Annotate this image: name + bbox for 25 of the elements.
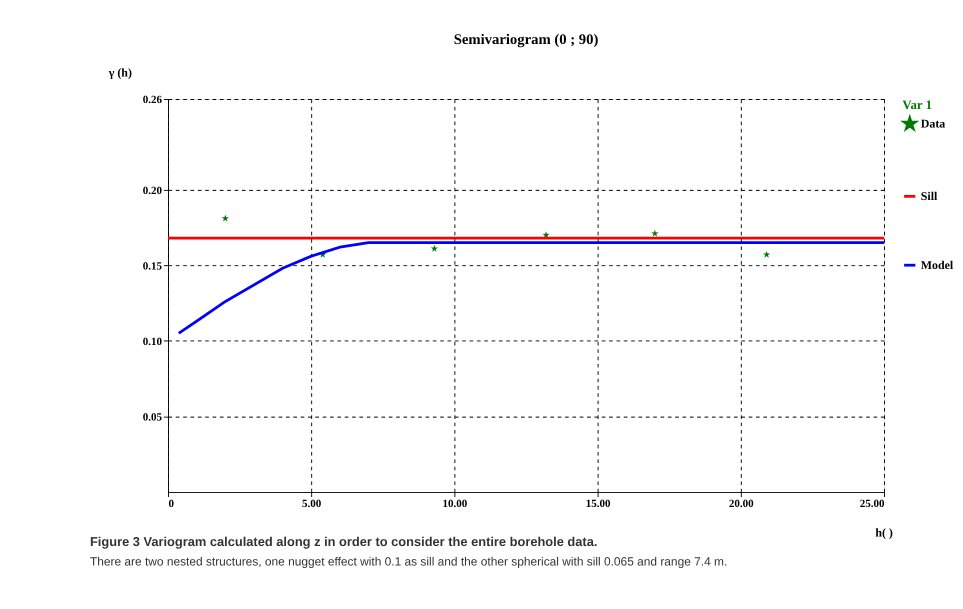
x-tick-label: 25.00 (860, 498, 886, 510)
y-tick-label: 0.26 (142, 94, 163, 106)
legend-label: Model (920, 258, 954, 272)
chart-title: Semivariogram (0 ; 90) (454, 32, 598, 48)
x-tick-label: 0 (168, 498, 174, 510)
y-tick-label: 0.15 (142, 260, 163, 272)
y-tick-label: 0.10 (142, 336, 163, 348)
y-tick-label: 0.20 (142, 184, 163, 197)
x-tick-label: 5.00 (302, 498, 322, 510)
point (222, 214, 229, 222)
x-tick-label: 15.00 (586, 498, 611, 510)
legend-label: Sill (920, 189, 938, 204)
point (430, 244, 438, 252)
point (651, 230, 659, 237)
point (762, 250, 770, 258)
legend-label: Data (920, 116, 946, 130)
y-axis-title: γ (h) (108, 66, 132, 80)
x-axis-title: h( ) (875, 525, 893, 540)
text: There are two nested structures, one nugget effect with 0.1 as sill and the other spherical with sill 0.065 and range 7.4 m. (90, 554, 728, 568)
line-series (177, 241, 886, 335)
x-tick-label: 20.00 (728, 498, 754, 510)
caption: Figure 3 Variogram calculated along z in order to consider the entire borehole data. (90, 534, 598, 550)
legend-title: Var 1 (902, 98, 932, 112)
y-tick-label: 0.05 (142, 412, 163, 424)
x-tick-label: 10.00 (442, 498, 468, 510)
